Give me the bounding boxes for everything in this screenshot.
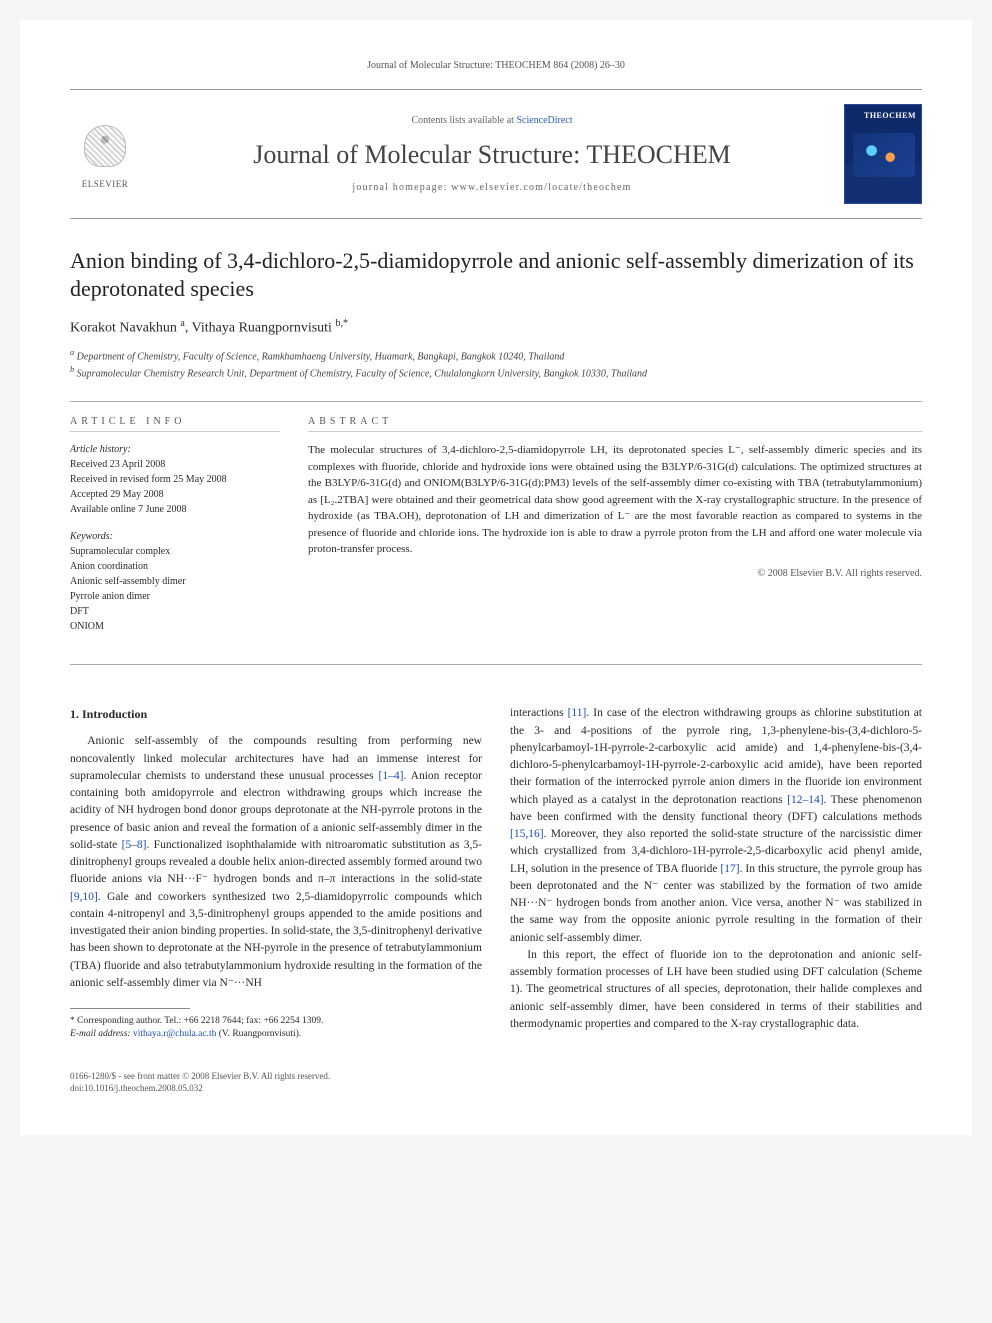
history-line: Received 23 April 2008 [70, 457, 280, 472]
homepage-url: www.elsevier.com/locate/theochem [451, 182, 631, 193]
running-citation: Journal of Molecular Structure: THEOCHEM… [70, 60, 922, 71]
keyword: Anion coordination [70, 559, 280, 574]
article-info-head: ARTICLE INFO [70, 416, 280, 432]
body-two-column: 1. Introduction Anionic self-assembly of… [70, 705, 922, 1041]
abstract-column: ABSTRACT The molecular structures of 3,4… [308, 416, 922, 646]
keyword: Supramolecular complex [70, 544, 280, 559]
corr-email-link[interactable]: vithaya.r@chula.ac.th [133, 1029, 216, 1039]
elsevier-logo: ELSEVIER [70, 114, 140, 194]
elsevier-tree-icon [77, 120, 133, 176]
cover-badge: THEOCHEM [864, 111, 916, 120]
history-line: Received in revised form 25 May 2008 [70, 472, 280, 487]
email-label: E-mail address: [70, 1029, 131, 1039]
elsevier-label: ELSEVIER [82, 179, 129, 189]
page: Journal of Molecular Structure: THEOCHEM… [20, 20, 972, 1135]
keywords-label: Keywords: [70, 529, 280, 544]
contents-available-line: Contents lists available at ScienceDirec… [156, 115, 828, 126]
body-paragraph: Anionic self-assembly of the compounds r… [70, 733, 482, 992]
homepage-prefix: journal homepage: [352, 182, 451, 193]
author-list: Korakot Navakhun a, Vithaya Ruangpornvis… [70, 318, 922, 337]
abstract-head: ABSTRACT [308, 416, 922, 432]
corr-email-name: (V. Ruangpornvisuti). [219, 1029, 301, 1039]
history-line: Accepted 29 May 2008 [70, 487, 280, 502]
info-abstract-row: ARTICLE INFO Article history: Received 2… [70, 401, 922, 665]
page-footer: 0166-1280/$ - see front matter © 2008 El… [70, 1070, 922, 1095]
history-label: Article history: [70, 442, 280, 457]
corr-email-line: E-mail address: vithaya.r@chula.ac.th (V… [70, 1028, 482, 1041]
body-paragraph: interactions [11]. In case of the electr… [510, 705, 922, 947]
footnote-rule [70, 1008, 190, 1009]
journal-name: Journal of Molecular Structure: THEOCHEM [156, 140, 828, 170]
keyword: ONIOM [70, 619, 280, 634]
abstract-copyright: © 2008 Elsevier B.V. All rights reserved… [308, 568, 922, 579]
keywords-block: Keywords: Supramolecular complex Anion c… [70, 529, 280, 634]
sciencedirect-link[interactable]: ScienceDirect [516, 115, 572, 126]
article-history-block: Article history: Received 23 April 2008 … [70, 442, 280, 517]
body-paragraph: In this report, the effect of fluoride i… [510, 947, 922, 1033]
journal-homepage-line: journal homepage: www.elsevier.com/locat… [156, 182, 828, 193]
keyword: Pyrrole anion dimer [70, 589, 280, 604]
keyword: Anionic self-assembly dimer [70, 574, 280, 589]
footer-doi: doi:10.1016/j.theochem.2008.05.032 [70, 1082, 922, 1095]
footer-front-matter: 0166-1280/$ - see front matter © 2008 El… [70, 1070, 922, 1083]
abstract-text: The molecular structures of 3,4-dichloro… [308, 442, 922, 558]
affiliation-b-text: Supramolecular Chemistry Research Unit, … [77, 368, 647, 379]
history-line: Available online 7 June 2008 [70, 502, 280, 517]
journal-header-band: ELSEVIER Contents lists available at Sci… [70, 89, 922, 219]
affiliation-a: a Department of Chemistry, Faculty of Sc… [70, 347, 922, 364]
corr-line: * Corresponding author. Tel.: +66 2218 7… [70, 1015, 482, 1028]
affiliation-a-text: Department of Chemistry, Faculty of Scie… [77, 351, 565, 362]
article-title: Anion binding of 3,4-dichloro-2,5-diamid… [70, 247, 922, 302]
affiliation-b: b Supramolecular Chemistry Research Unit… [70, 364, 922, 381]
corresponding-footnote: * Corresponding author. Tel.: +66 2218 7… [70, 1015, 482, 1042]
journal-cover-thumbnail: THEOCHEM [844, 104, 922, 204]
affiliations: a Department of Chemistry, Faculty of Sc… [70, 347, 922, 382]
cover-art-icon [853, 133, 915, 177]
contents-prefix: Contents lists available at [411, 115, 516, 126]
keyword: DFT [70, 604, 280, 619]
article-info-column: ARTICLE INFO Article history: Received 2… [70, 416, 280, 646]
section-1-head: 1. Introduction [70, 705, 482, 723]
header-center: Contents lists available at ScienceDirec… [140, 115, 844, 193]
